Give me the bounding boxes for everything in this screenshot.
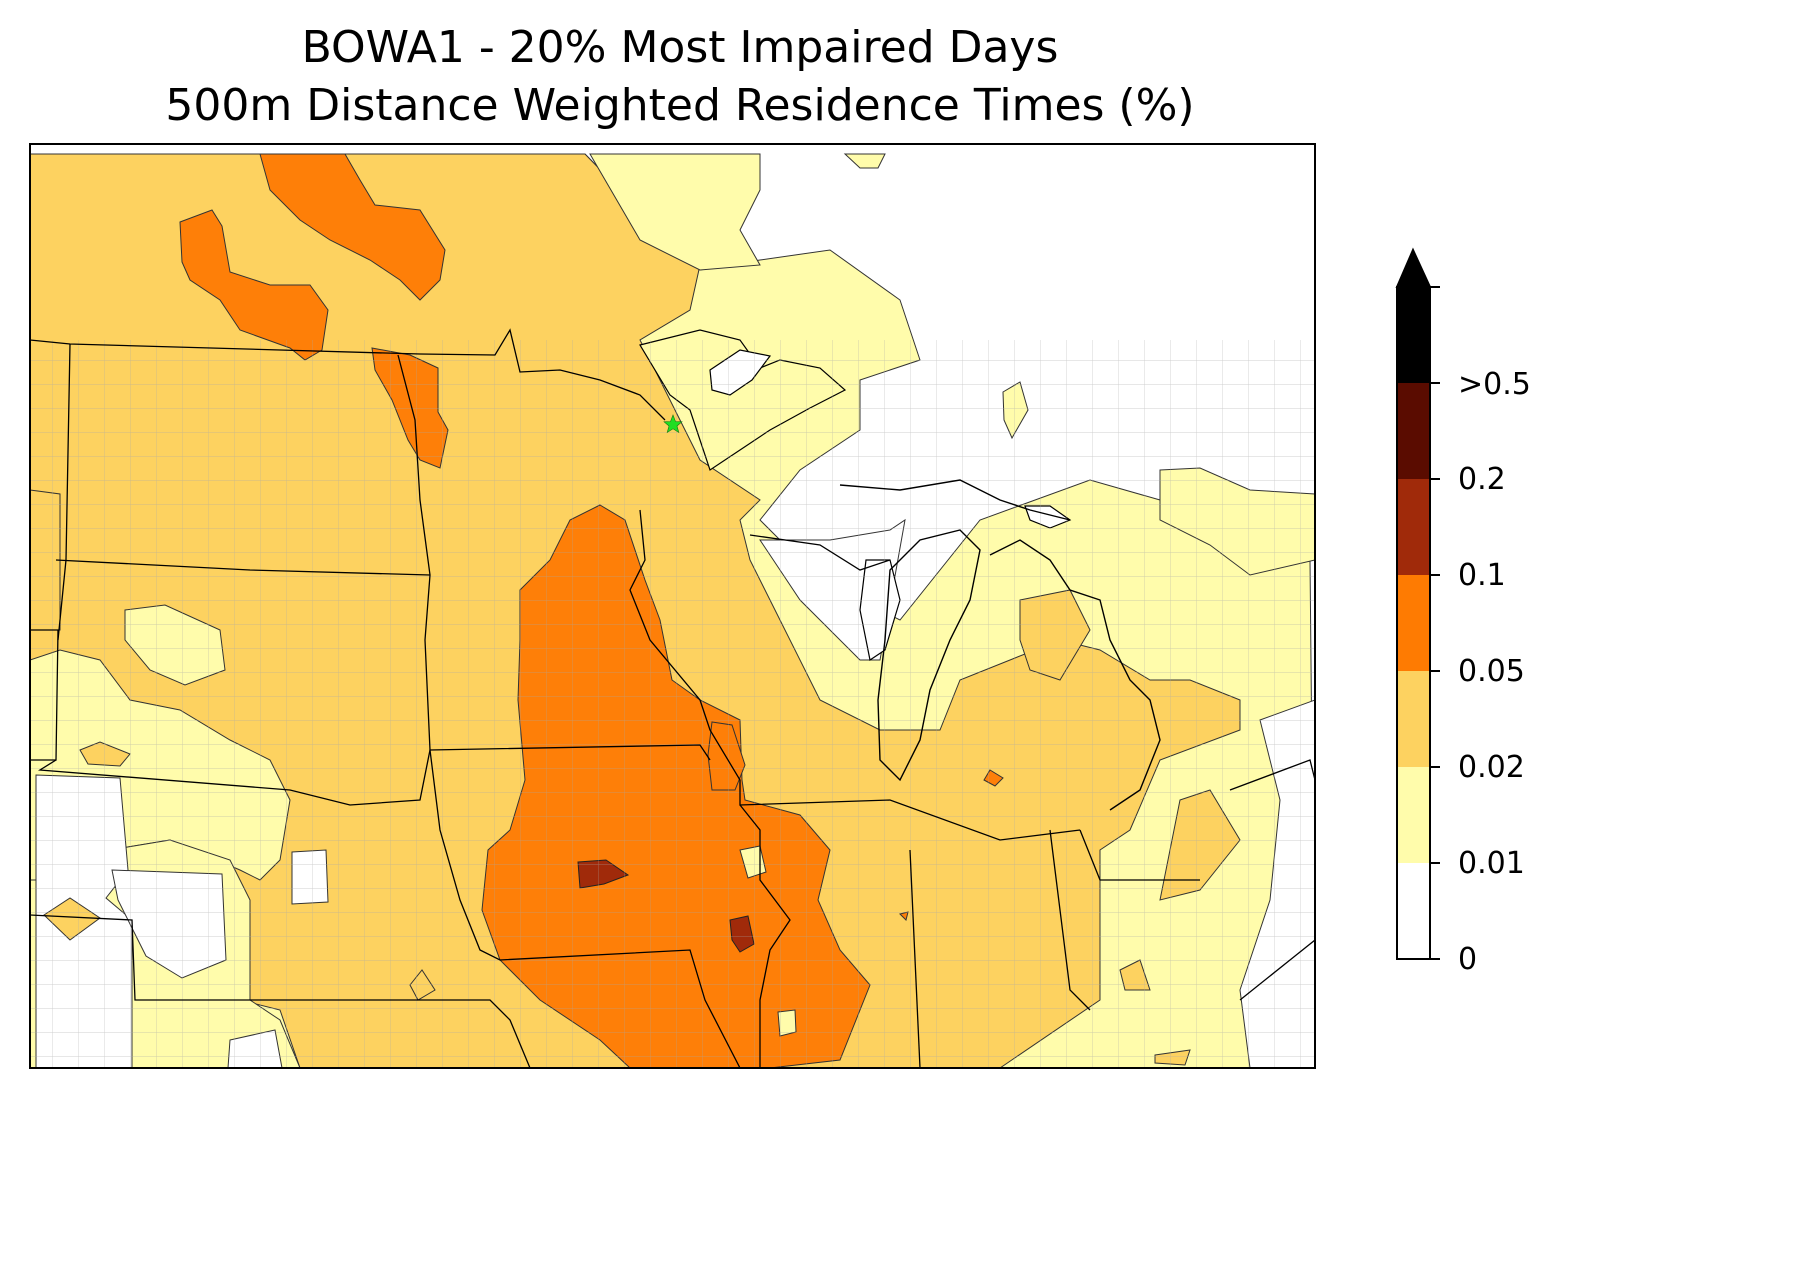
map-plot-area (30, 144, 1315, 1068)
colorbar-ticks (1430, 286, 1440, 960)
colorbar-swatch-0.05-0.1 (1397, 575, 1430, 671)
colorbar-label-0: 0 (1458, 942, 1478, 977)
colorbar-swatch-over (1397, 287, 1430, 383)
colorbar-swatch-0.02-0.05 (1397, 671, 1430, 767)
colorbar-label-2: 0.02 (1458, 750, 1525, 785)
colorbar (1395, 247, 1440, 960)
map-title-line1: BOWA1 - 20% Most Impaired Days (301, 22, 1059, 73)
map-title-line2: 500m Distance Weighted Residence Times (… (165, 80, 1195, 131)
lake-shorelines (839, 479, 1161, 811)
colorbar-swatch-0.01-0.02 (1397, 767, 1430, 863)
colorbar-label-5: 0.2 (1458, 462, 1506, 497)
colorbar-label-4: 0.1 (1458, 558, 1506, 593)
map-frame (29, 143, 1316, 1069)
colorbar-swatch-0.1-0.2 (1397, 479, 1430, 575)
colorbar-extend-arrow (1395, 247, 1432, 288)
colorbar-label-3: 0.05 (1458, 654, 1525, 689)
colorbar-label-6: >0.5 (1458, 367, 1531, 402)
colorbar-outline (1396, 286, 1431, 960)
county-boundaries (30, 340, 1315, 1068)
colorbar-swatch-0-0.01 (1397, 863, 1430, 959)
colorbar-swatch-0.2-0.5 (1397, 383, 1430, 479)
colorbar-label-1: 0.01 (1458, 846, 1525, 881)
state-borders (30, 328, 1315, 1068)
site-star-marker (663, 414, 683, 434)
residence-time-map (29, 143, 1440, 1069)
